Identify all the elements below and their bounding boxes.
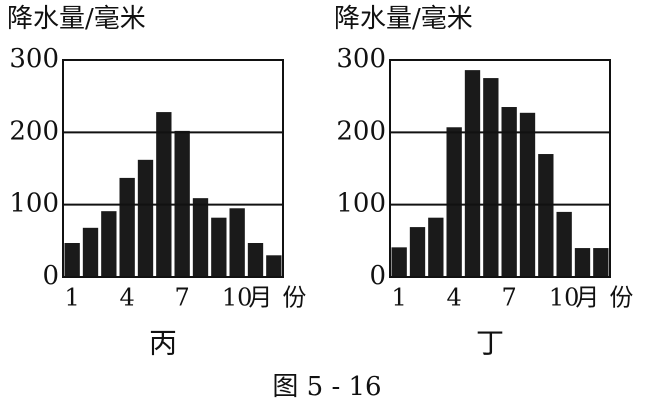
bar bbox=[556, 211, 572, 277]
y-axis-label: 降水量/毫米 bbox=[7, 4, 146, 34]
x-axis-label: 月份 bbox=[575, 284, 643, 312]
bar bbox=[266, 255, 282, 277]
y-tick-label: 200 bbox=[336, 116, 386, 146]
plot-frame bbox=[389, 59, 611, 278]
x-tick-label: 10 bbox=[549, 284, 580, 312]
x-tick-label: 7 bbox=[502, 284, 517, 312]
y-tick-label: 300 bbox=[336, 44, 386, 74]
bar bbox=[211, 217, 227, 277]
x-tick-label: 4 bbox=[120, 284, 135, 312]
y-tick-label: 100 bbox=[336, 189, 386, 219]
bar bbox=[119, 177, 135, 277]
bar bbox=[483, 78, 499, 277]
bar bbox=[501, 107, 517, 278]
bar bbox=[519, 112, 536, 277]
bar bbox=[137, 159, 154, 277]
y-tick-label: 0 bbox=[369, 261, 386, 291]
x-tick-label: 7 bbox=[175, 284, 190, 312]
x-tick-label: 1 bbox=[392, 284, 407, 312]
chart-label: 丁 bbox=[476, 327, 504, 360]
bar bbox=[391, 247, 407, 277]
y-tick-label: 200 bbox=[9, 116, 59, 146]
x-tick-label: 1 bbox=[65, 284, 80, 312]
bar bbox=[229, 208, 245, 277]
plot-frame bbox=[62, 59, 284, 278]
y-tick-label: 0 bbox=[42, 261, 59, 291]
bar bbox=[593, 248, 609, 277]
bar bbox=[101, 211, 117, 277]
bar bbox=[156, 112, 172, 277]
bar bbox=[409, 227, 426, 277]
bar bbox=[428, 217, 444, 277]
bar bbox=[574, 248, 591, 277]
y-tick-label: 300 bbox=[9, 44, 59, 74]
bar bbox=[464, 70, 481, 277]
bar bbox=[64, 243, 80, 277]
figure-caption: 图 5 - 16 bbox=[272, 372, 381, 402]
chart-label: 丙 bbox=[149, 327, 177, 360]
y-axis-label: 降水量/毫米 bbox=[334, 4, 473, 34]
x-tick-label: 4 bbox=[447, 284, 462, 312]
bar bbox=[538, 154, 554, 277]
bar bbox=[192, 198, 209, 277]
bar bbox=[446, 127, 462, 278]
x-tick-label: 10 bbox=[222, 284, 253, 312]
x-axis-label: 月份 bbox=[248, 284, 316, 312]
y-tick-label: 100 bbox=[9, 189, 59, 219]
bar bbox=[82, 227, 99, 277]
bar bbox=[247, 243, 264, 277]
